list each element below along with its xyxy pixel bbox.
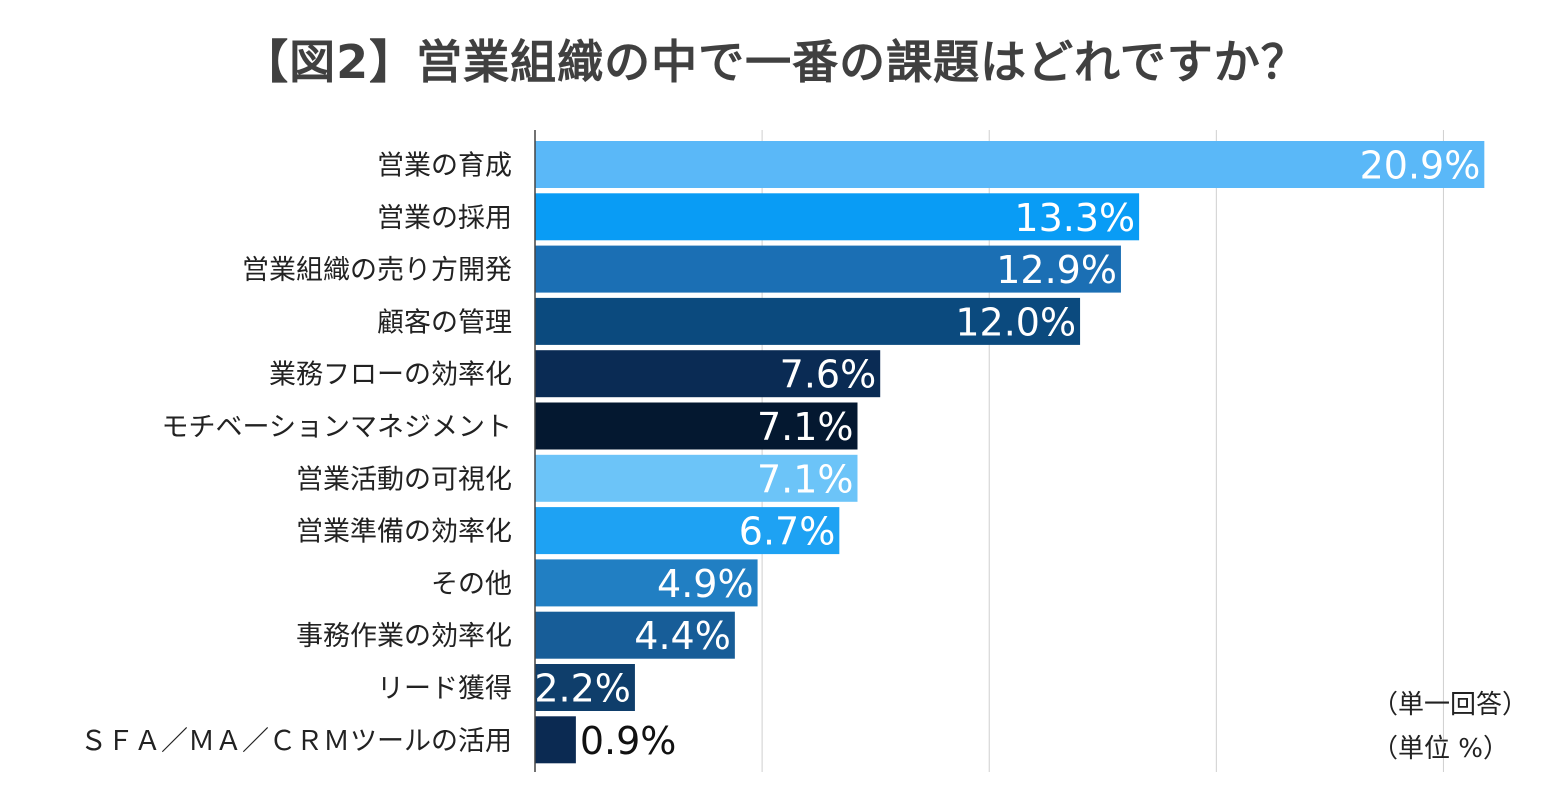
bar bbox=[535, 559, 758, 607]
category-label: 業務フローの効率化 bbox=[269, 360, 512, 391]
data-label: 12.9% bbox=[996, 248, 1117, 292]
category-label: 営業の採用 bbox=[377, 203, 512, 234]
category-labels: 営業の育成 20.9% 営業の採用 13.3% 営業組織の売り方開発 12.9% 顧客の管理… bbox=[80, 144, 1480, 763]
data-label: 7.1% bbox=[757, 457, 854, 501]
bar bbox=[535, 402, 858, 450]
category-label: モチベーションマネジメント bbox=[162, 412, 512, 443]
category-label: 営業活動の可視化 bbox=[296, 464, 512, 495]
bar bbox=[535, 193, 1140, 241]
bar bbox=[535, 664, 635, 711]
data-label: 12.0% bbox=[955, 300, 1076, 344]
category-label: 顧客の管理 bbox=[377, 307, 512, 338]
data-label: 20.9% bbox=[1360, 144, 1481, 188]
category-label: その他 bbox=[431, 569, 512, 600]
data-label: 4.9% bbox=[657, 562, 754, 606]
bars bbox=[535, 141, 1485, 764]
data-label: 0.9% bbox=[580, 719, 677, 763]
data-label: 13.3% bbox=[1014, 196, 1135, 240]
data-label: 4.4% bbox=[634, 614, 731, 658]
bar bbox=[535, 611, 735, 659]
bar bbox=[535, 297, 1081, 345]
data-label: 7.1% bbox=[757, 405, 854, 449]
answer-type-note: （単一回答） bbox=[1372, 690, 1529, 720]
data-label: 6.7% bbox=[739, 510, 836, 554]
bar bbox=[535, 716, 576, 764]
bar bbox=[535, 141, 1485, 188]
data-label: 7.6% bbox=[780, 353, 877, 397]
bar bbox=[535, 507, 840, 555]
category-label: 営業組織の売り方開発 bbox=[242, 255, 512, 286]
category-label: 事務作業の効率化 bbox=[296, 621, 512, 652]
bar bbox=[535, 245, 1121, 293]
category-label: 営業準備の効率化 bbox=[296, 517, 512, 548]
category-label: リード獲得 bbox=[377, 674, 512, 705]
chart-title: 【図2】営業組織の中で一番の課題はどれですか？ bbox=[242, 35, 1308, 89]
bar bbox=[535, 350, 881, 398]
unit-note: （単位 %） bbox=[1372, 734, 1509, 764]
data-label: 2.2% bbox=[534, 667, 631, 711]
bar bbox=[535, 454, 858, 502]
category-label: 営業の育成 bbox=[377, 151, 512, 182]
category-label: ＳＦＡ／ＭＡ／ＣＲＭツールの活用 bbox=[80, 726, 512, 757]
